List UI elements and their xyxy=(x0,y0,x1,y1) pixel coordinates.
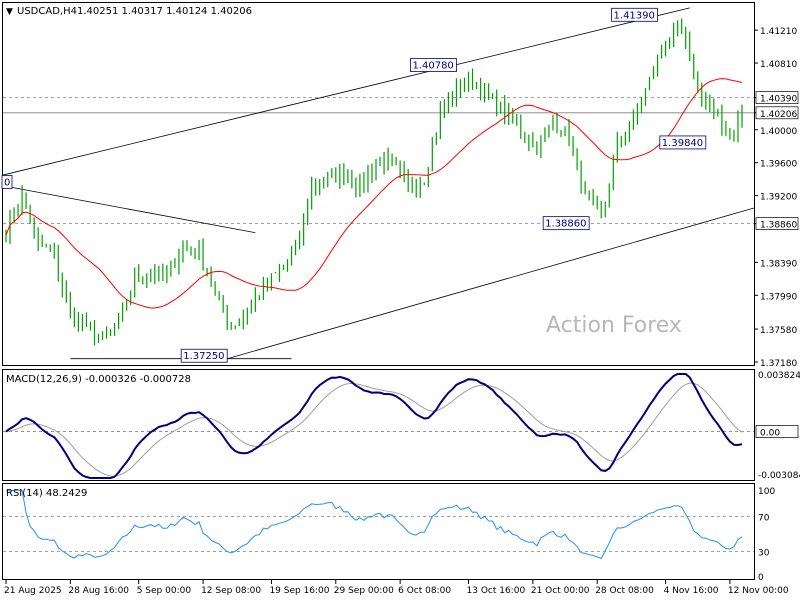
rsi-tick-label: 70 xyxy=(758,513,770,523)
macd-signal-line xyxy=(5,382,743,477)
rsi-tick-label: 30 xyxy=(758,549,770,559)
rsi-pane-frame xyxy=(2,483,755,580)
price-tick-label: 1.40810 xyxy=(760,60,797,70)
time-tick-label: 12 Sep 08:00 xyxy=(201,586,261,596)
time-tick-label: 4 Nov 16:00 xyxy=(664,586,719,596)
time-tick-label: 21 Oct 00:00 xyxy=(531,586,590,596)
time-tick-label: 6 Oct 08:00 xyxy=(398,586,451,596)
macd-title: MACD(12,26,9) -0.000326 -0.000728 xyxy=(6,374,191,385)
price-pane-frame xyxy=(2,2,755,366)
macd-tick-label: -0.003084 xyxy=(758,471,800,481)
price-tick-label: 1.40390 xyxy=(760,95,797,105)
annotation-box xyxy=(611,7,658,22)
price-tick-label: 1.37180 xyxy=(760,359,797,369)
resistance-trendline xyxy=(2,185,256,234)
channel-upper-line xyxy=(2,7,690,176)
macd-line xyxy=(5,373,743,479)
price-tick-label: 1.40206 xyxy=(760,110,797,120)
macd-marker-label: 0.00 xyxy=(760,429,780,439)
macd-pane xyxy=(3,373,754,479)
annotation-label: 1.37250 xyxy=(183,351,224,362)
axes: 1.41210 1.40810 1.40390 1.40206 1.40000 1.396… xyxy=(4,27,800,596)
annotation-label: 1.41390 xyxy=(614,10,655,21)
annotation-label: 1.40780 xyxy=(412,61,453,72)
annotation-label: 1.39840 xyxy=(662,138,703,149)
price-tick-label: 1.39600 xyxy=(760,160,797,170)
channel-lower-line xyxy=(227,207,755,360)
price-highlight-box xyxy=(755,217,799,230)
price-tick-label: 1.41210 xyxy=(760,27,797,37)
price-highlight-box xyxy=(755,91,799,104)
price-tick-label: 1.38390 xyxy=(760,259,797,269)
rsi-pane xyxy=(3,489,754,560)
annotation-box xyxy=(659,135,707,150)
time-tick-label: 21 Aug 2025 xyxy=(4,586,62,596)
time-tick-label: 12 Nov 00:00 xyxy=(728,586,789,596)
rsi-tick-label: 100 xyxy=(758,487,775,497)
time-tick-label: 19 Sep 16:00 xyxy=(269,586,329,596)
rsi-title: RSI(14) 48.2429 xyxy=(6,488,87,499)
watermark: Action Forex xyxy=(546,313,682,338)
price-tick-label: 1.38860 xyxy=(760,221,797,231)
ohlc-values: 1.40251 1.40317 1.40124 1.40206 xyxy=(77,6,252,17)
time-tick-label: 29 Sep 00:00 xyxy=(334,586,394,596)
time-tick-label: 28 Aug 16:00 xyxy=(68,586,129,596)
rsi-line xyxy=(6,489,743,560)
macd-pane-frame xyxy=(2,369,755,481)
macd-tick-label: 0.003824 xyxy=(758,371,800,381)
price-tick-label: 1.37990 xyxy=(760,292,797,302)
time-tick-label: 5 Sep 00:00 xyxy=(137,586,192,596)
price-tick-label: 1.40000 xyxy=(760,127,797,137)
symbol-label: USDCAD,H4 xyxy=(17,6,77,17)
price-pane: 1.41390 1.40780 1.39840 1.38860 1.37250 0 xyxy=(1,7,755,363)
annotation-box xyxy=(1,175,13,189)
annotation-label: 1.38860 xyxy=(545,219,586,230)
macd-marker-box xyxy=(755,425,799,438)
header-arrow-icon[interactable]: ▼ xyxy=(6,7,13,17)
annotation-box xyxy=(410,58,457,72)
price-highlight-box xyxy=(755,106,799,120)
annotation-box xyxy=(542,216,590,231)
rsi-tick-label: 0 xyxy=(758,573,764,583)
price-tick-label: 1.39200 xyxy=(760,193,797,203)
time-tick-label: 28 Oct 08:00 xyxy=(595,586,654,596)
ma-line xyxy=(5,78,743,309)
time-tick-label: 13 Oct 16:00 xyxy=(467,586,526,596)
annotation-label: 0 xyxy=(4,177,10,188)
annotation-box xyxy=(180,348,228,363)
price-tick-label: 1.37580 xyxy=(760,326,797,336)
